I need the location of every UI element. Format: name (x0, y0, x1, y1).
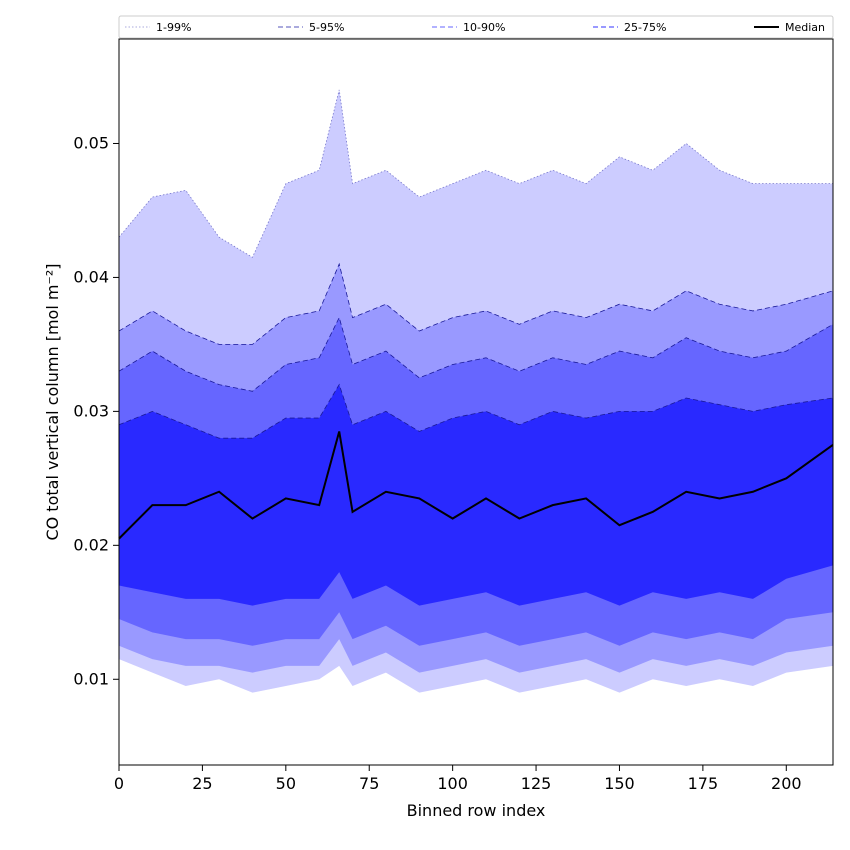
x-axis-label: Binned row index (407, 801, 546, 820)
y-axis-ticks: 0.01 0.02 0.03 0.04 0.05 (73, 133, 119, 688)
y-axis-label: CO total vertical column [mol m⁻²] (43, 263, 62, 540)
x-axis-ticks: 0 25 50 75 100 125 150 175 200 (114, 765, 802, 793)
x-tick-label: 125 (521, 774, 552, 793)
legend-label: 25-75% (624, 21, 666, 34)
legend-label: 10-90% (463, 21, 505, 34)
median-line (118, 431, 834, 540)
x-tick-label: 100 (437, 774, 468, 793)
band-upper-edge (118, 383, 834, 439)
band-upper-edge (118, 262, 834, 345)
legend-label: 5-95% (309, 21, 344, 34)
band-upper-edge (118, 316, 834, 392)
y-tick-label: 0.04 (73, 267, 109, 286)
x-tick-label: 175 (688, 774, 719, 793)
legend-label: 1-99% (156, 21, 191, 34)
band-area (119, 384, 833, 606)
x-tick-label: 75 (359, 774, 379, 793)
x-tick-label: 0 (114, 774, 124, 793)
x-tick-label: 25 (192, 774, 212, 793)
legend: 1-99% 5-95% 10-90% 25-75% Median (118, 15, 834, 39)
y-tick-label: 0.02 (73, 535, 109, 554)
median-layer (118, 431, 834, 540)
y-tick-label: 0.01 (73, 669, 109, 688)
x-tick-label: 200 (771, 774, 802, 793)
band-upper-edge (118, 89, 833, 258)
legend-label: Median (785, 21, 825, 34)
x-tick-label: 50 (276, 774, 296, 793)
legend-frame (118, 15, 834, 39)
x-tick-label: 150 (604, 774, 635, 793)
plot-frame (118, 38, 834, 766)
y-tick-label: 0.03 (73, 401, 109, 420)
bands-layer (118, 89, 834, 693)
y-tick-label: 0.05 (73, 133, 109, 152)
